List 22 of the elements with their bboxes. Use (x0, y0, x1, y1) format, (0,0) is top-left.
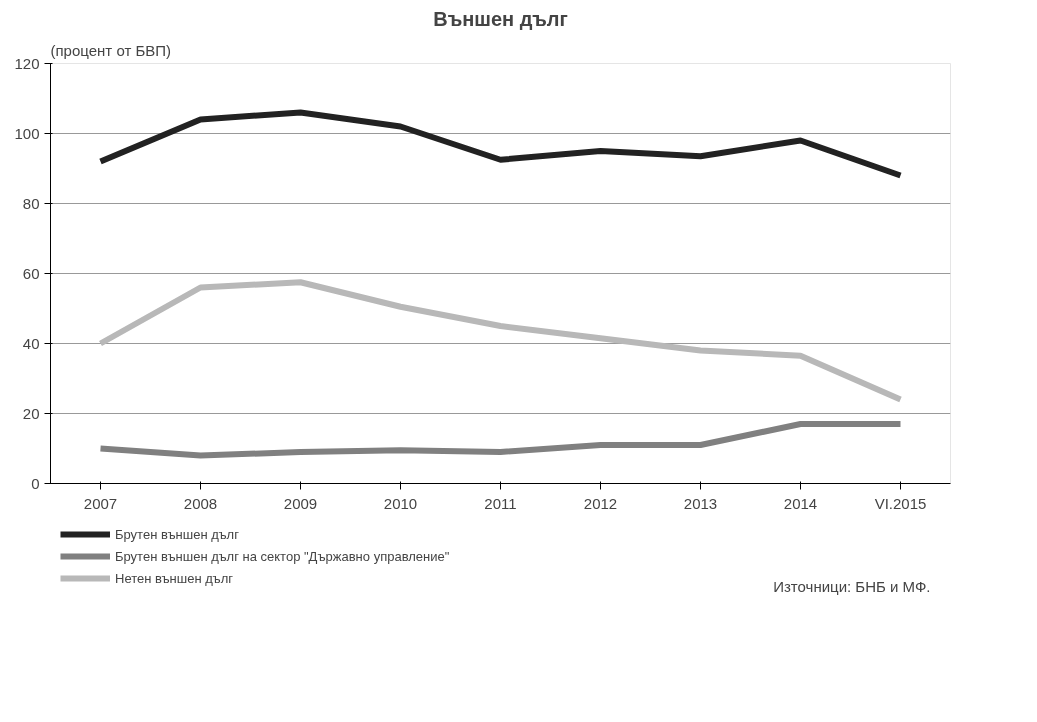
y-tick-label: 0 (31, 474, 40, 492)
legend-label: Нетен външен дълг (115, 570, 233, 586)
y-tick-label: 80 (22, 194, 40, 212)
x-tick-label: 2014 (783, 494, 818, 512)
x-tick-label: 2012 (583, 494, 618, 512)
x-tick-label: 2010 (383, 494, 418, 512)
y-tick-label: 100 (14, 124, 40, 142)
x-tick-label: 2007 (83, 494, 118, 512)
x-tick-label: VI.2015 (874, 494, 927, 512)
legend-label: Брутен външен дълг (115, 526, 239, 542)
x-tick-label: 2013 (683, 494, 718, 512)
x-tick-label: 2011 (484, 494, 517, 512)
y-axis-title: (процент от БВП) (50, 41, 172, 59)
y-tick-label: 40 (22, 334, 40, 352)
y-tick-label: 60 (22, 264, 40, 282)
x-tick-label: 2008 (183, 494, 218, 512)
text: Източници: БНБ и МФ. (773, 577, 931, 595)
legend-label: Брутен външен дълг на сектор "Държавно управление" (115, 548, 450, 564)
x-tick-label: 2009 (283, 494, 318, 512)
y-tick-label: 20 (22, 404, 40, 422)
y-tick-label: 120 (14, 54, 40, 72)
chart-title: Външен дълг (433, 7, 568, 30)
